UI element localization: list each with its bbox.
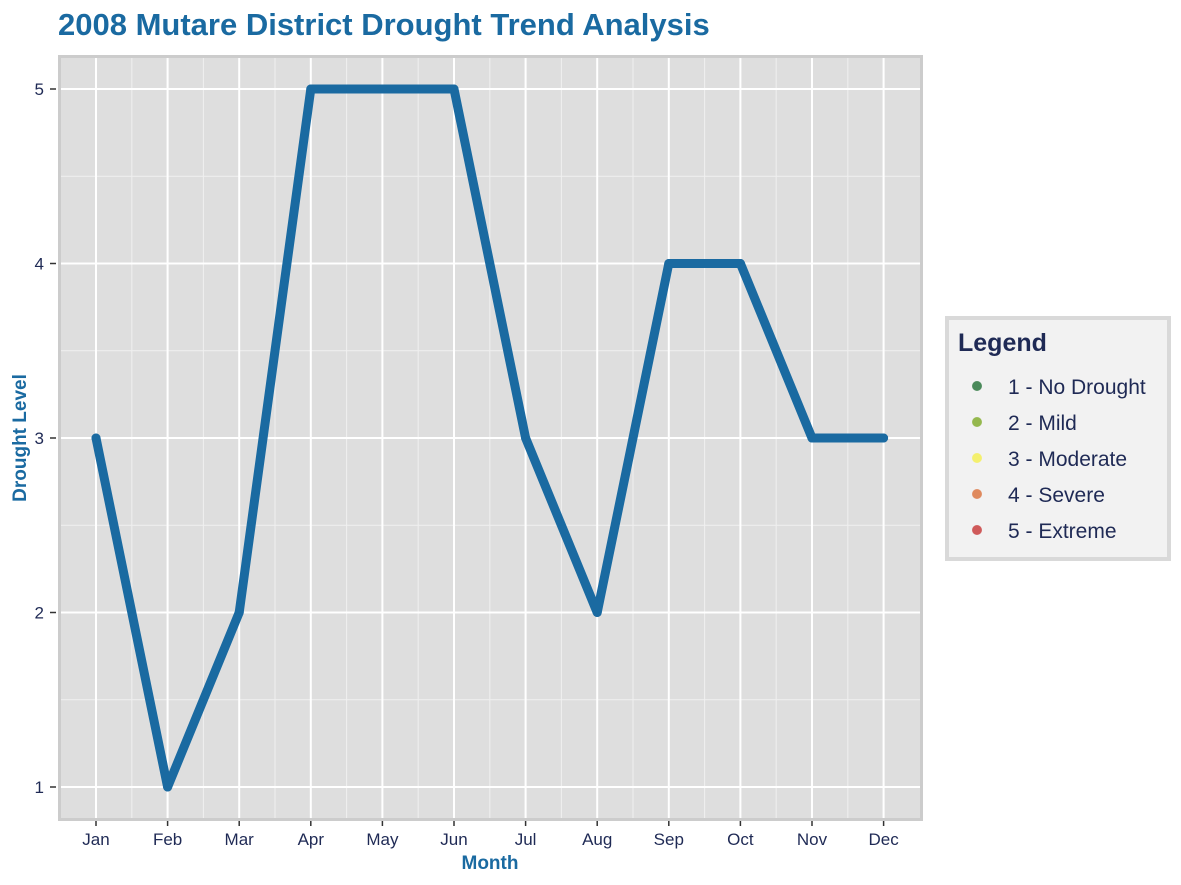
x-tick-label: Mar	[225, 830, 255, 849]
y-tick-label: 1	[35, 778, 44, 797]
chart-title: 2008 Mutare District Drought Trend Analy…	[58, 7, 710, 42]
legend-title: Legend	[958, 329, 1047, 357]
y-tick-label: 3	[35, 429, 44, 448]
legend-swatch	[972, 381, 982, 391]
data-point	[521, 433, 531, 443]
x-tick-label: May	[366, 830, 399, 849]
series-drought-level	[91, 84, 889, 792]
legend-items: 1 - No Drought 2 - Mild 3 - Moderate 4 - Se…	[972, 376, 1146, 543]
data-point	[449, 84, 459, 94]
legend-swatch	[972, 489, 982, 499]
legend-item-label: 2 - Mild	[1008, 412, 1077, 435]
data-point	[735, 259, 745, 268]
x-tick-label: Sep	[654, 830, 684, 849]
data-point	[377, 84, 387, 94]
x-tick-label: Apr	[298, 830, 325, 849]
data-point	[91, 433, 101, 443]
y-tick-label: 2	[35, 604, 44, 623]
y-axis-title: Drought Level	[10, 374, 31, 502]
legend-swatch	[972, 417, 982, 427]
legend-item-label: 5 - Extreme	[1008, 520, 1117, 543]
legend-swatch	[972, 525, 982, 535]
x-tick-label: Jan	[82, 830, 109, 849]
data-point	[879, 433, 889, 443]
x-tick-label: Feb	[153, 830, 182, 849]
major-gridlines	[61, 58, 920, 818]
x-tick-label: Aug	[582, 830, 612, 849]
x-tick-label: Jul	[515, 830, 537, 849]
legend: Legend 1 - No Drought 2 - Mild 3 - Moderat…	[945, 316, 1171, 561]
y-tick-label: 5	[35, 80, 44, 99]
data-point	[592, 608, 602, 617]
legend-item-label: 3 - Moderate	[1008, 448, 1127, 471]
legend-item-label: 1 - No Drought	[1008, 376, 1146, 399]
legend-item-label: 4 - Severe	[1008, 484, 1105, 507]
x-axis-title: Month	[462, 853, 519, 874]
data-point	[234, 608, 244, 617]
series-line	[91, 84, 889, 792]
x-tick-label: Jun	[440, 830, 467, 849]
legend-box	[949, 320, 1167, 557]
x-tick-label: Nov	[797, 830, 828, 849]
data-point	[163, 782, 173, 792]
legend-swatch	[972, 453, 982, 463]
data-point	[807, 433, 817, 443]
y-tick-label: 4	[35, 255, 44, 274]
y-axis: 1 2 3 4 5	[35, 80, 56, 797]
x-tick-label: Dec	[868, 830, 899, 849]
data-point	[306, 84, 316, 94]
data-point	[664, 259, 674, 268]
x-tick-label: Oct	[727, 830, 754, 849]
x-axis: Jan Feb Mar Apr May Jun Jul Aug Sep Oct Nov Dec	[82, 821, 899, 849]
